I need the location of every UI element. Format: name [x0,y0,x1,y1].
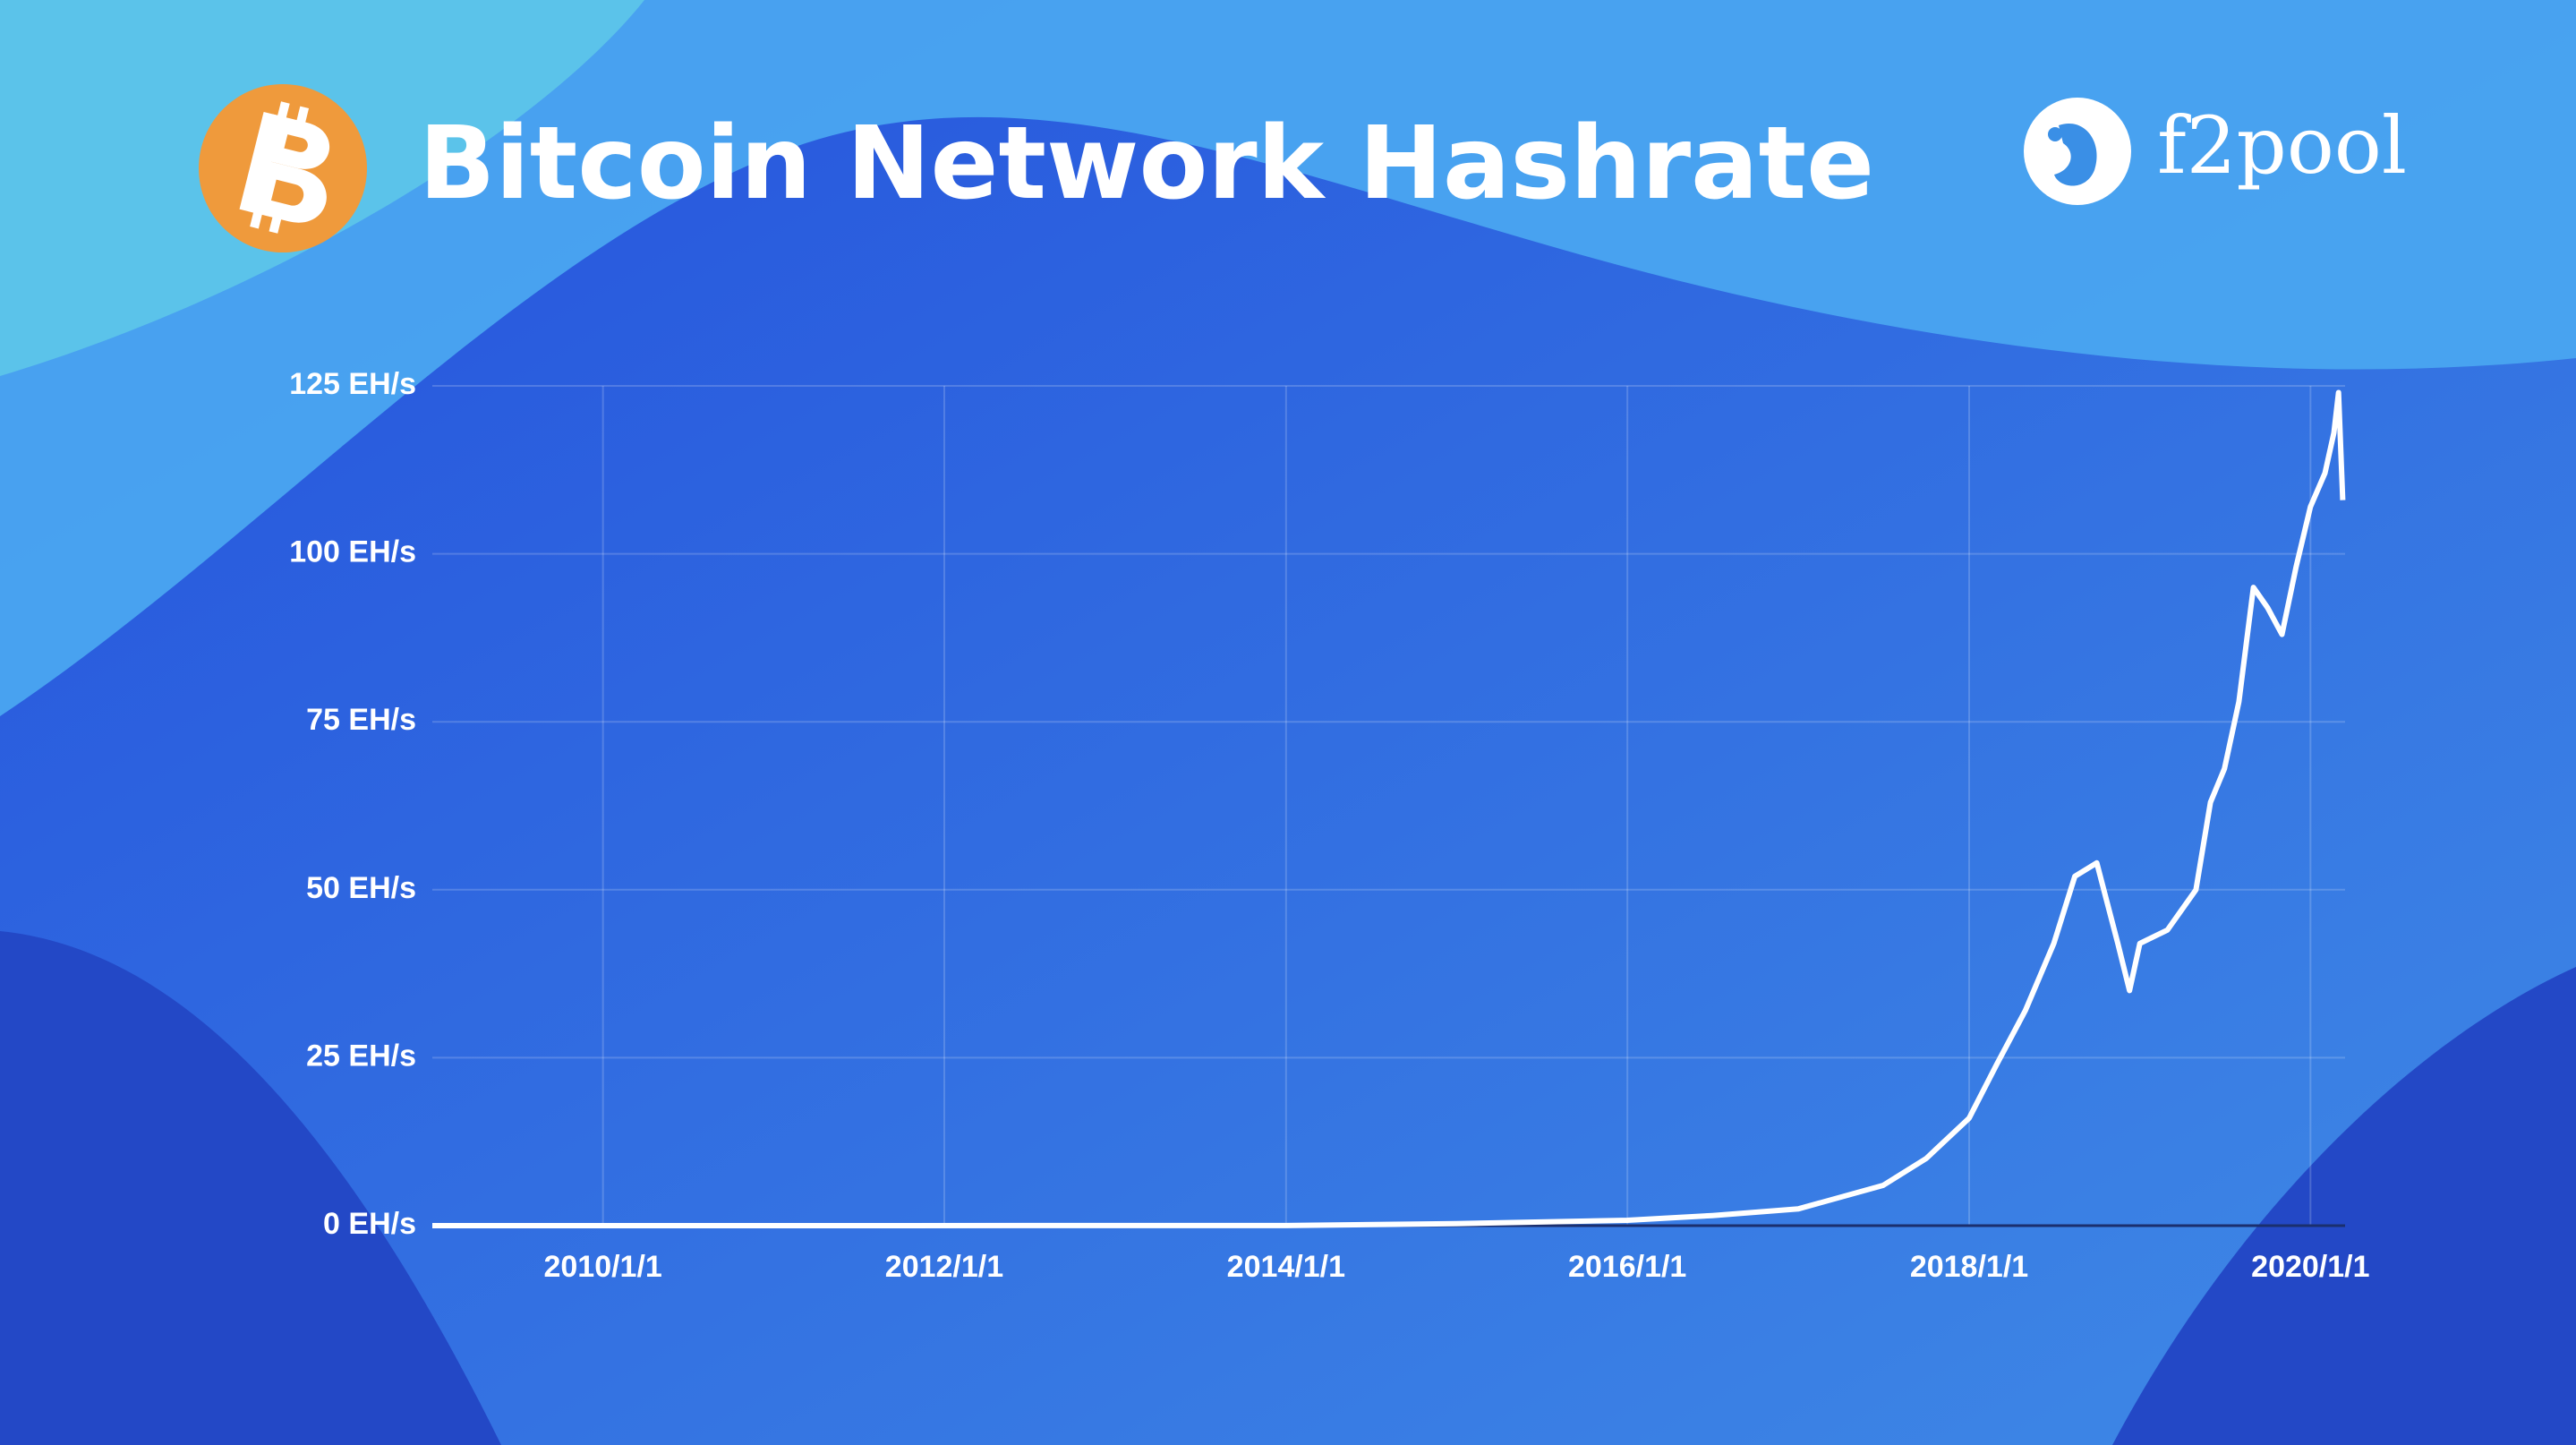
y-tick-label: 50 EH/s [306,871,416,905]
bitcoin-logo [199,84,367,252]
x-tick-label: 2016/1/1 [1568,1250,1686,1284]
data-line [431,389,2346,1228]
x-tick-label: 2020/1/1 [2251,1250,2369,1284]
background-wave [0,0,2576,716]
y-tick-label: 100 EH/s [289,535,416,569]
x-tick-label: 2014/1/1 [1227,1250,1345,1284]
y-tick-label: 75 EH/s [306,703,416,737]
x-tick-label: 2012/1/1 [885,1250,1003,1284]
brand: f2pool [2157,99,2407,192]
x-tick-label: 2010/1/1 [543,1250,661,1284]
y-tick-label: 25 EH/s [306,1039,416,1073]
y-tick-label: 0 EH/s [323,1207,416,1241]
background-wave [0,931,501,1445]
chart-title: Bitcoin Network Hashrate [419,106,1874,222]
background-wave [2112,967,2576,1445]
x-tick-label: 2018/1/1 [1910,1250,2028,1284]
f2pool-logo [2024,98,2131,205]
y-tick-label: 125 EH/s [289,367,416,401]
